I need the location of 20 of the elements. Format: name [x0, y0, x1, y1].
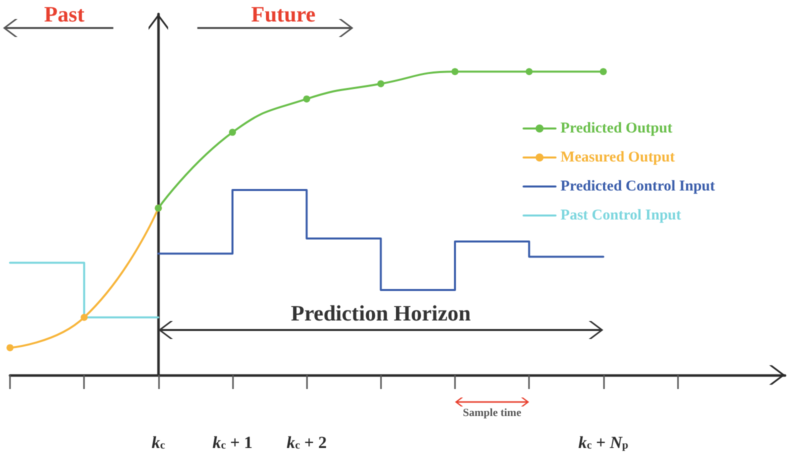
point [526, 68, 533, 76]
annotation: Prediction Horizon [290, 300, 471, 326]
point [377, 80, 384, 88]
x-tick-label: kc + Np [578, 433, 628, 452]
point [600, 68, 607, 76]
legend-label: Past Control Input [560, 208, 682, 224]
point [80, 314, 88, 321]
point [451, 68, 458, 76]
text: Sample time [462, 407, 522, 419]
point [6, 344, 14, 352]
text: Past [44, 2, 86, 26]
point [228, 128, 236, 136]
point [303, 95, 310, 102]
x-tick-label: kc + 2 [286, 433, 327, 452]
x-tick-label: kc + 1 [212, 433, 253, 452]
x-tick-label: kc [152, 433, 166, 452]
legend-label: Predicted Output [560, 120, 672, 136]
legend-label: Predicted Control Input [560, 178, 716, 194]
legend-label: Measured Output [560, 150, 675, 166]
text: Future [251, 2, 316, 26]
